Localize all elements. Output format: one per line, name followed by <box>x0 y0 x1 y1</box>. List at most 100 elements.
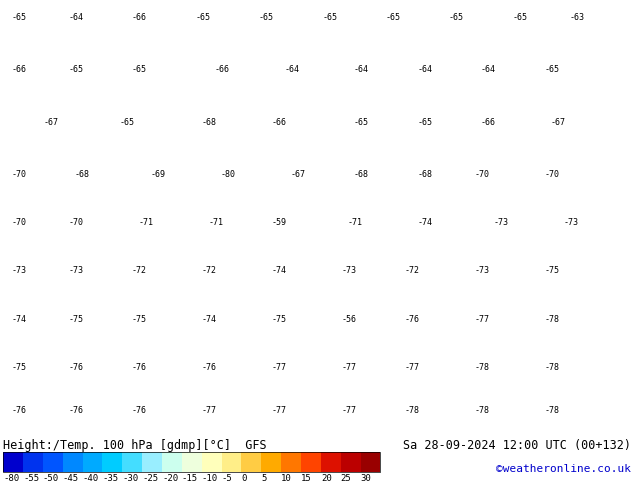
Text: -40: -40 <box>82 474 99 483</box>
FancyBboxPatch shape <box>23 452 43 472</box>
Text: -78: -78 <box>544 363 559 371</box>
Text: -68: -68 <box>75 171 90 179</box>
Text: -76: -76 <box>11 406 27 416</box>
Text: -66: -66 <box>214 66 230 74</box>
Text: -74: -74 <box>417 219 432 227</box>
Text: 25: 25 <box>340 474 351 483</box>
Text: -66: -66 <box>271 118 287 127</box>
Text: -65: -65 <box>195 13 210 22</box>
Text: -64: -64 <box>68 13 84 22</box>
Text: -78: -78 <box>404 406 420 416</box>
Text: -70: -70 <box>68 219 84 227</box>
Text: -75: -75 <box>271 315 287 323</box>
Text: -77: -77 <box>404 363 420 371</box>
Text: -56: -56 <box>341 315 356 323</box>
Text: -65: -65 <box>385 13 401 22</box>
Text: -30: -30 <box>122 474 138 483</box>
Text: -64: -64 <box>284 66 299 74</box>
Text: -71: -71 <box>138 219 153 227</box>
Text: -45: -45 <box>63 474 79 483</box>
Text: -75: -75 <box>132 315 147 323</box>
Text: -66: -66 <box>132 13 147 22</box>
Text: -76: -76 <box>68 406 84 416</box>
Text: -78: -78 <box>544 315 559 323</box>
Text: -74: -74 <box>11 315 27 323</box>
FancyBboxPatch shape <box>63 452 82 472</box>
Text: 30: 30 <box>361 474 372 483</box>
Text: -65: -65 <box>68 66 84 74</box>
Text: 15: 15 <box>301 474 312 483</box>
Text: -76: -76 <box>132 363 147 371</box>
Text: -35: -35 <box>103 474 119 483</box>
Text: -20: -20 <box>162 474 178 483</box>
Text: -64: -64 <box>417 66 432 74</box>
Text: -76: -76 <box>132 406 147 416</box>
Text: -70: -70 <box>544 171 559 179</box>
Text: -75: -75 <box>68 315 84 323</box>
Text: -77: -77 <box>271 363 287 371</box>
FancyBboxPatch shape <box>82 452 103 472</box>
Text: -67: -67 <box>290 171 306 179</box>
Text: -63: -63 <box>569 13 585 22</box>
FancyBboxPatch shape <box>321 452 340 472</box>
Text: -65: -65 <box>449 13 464 22</box>
FancyBboxPatch shape <box>261 452 281 472</box>
Text: -67: -67 <box>550 118 566 127</box>
Text: -65: -65 <box>132 66 147 74</box>
FancyBboxPatch shape <box>242 452 261 472</box>
FancyBboxPatch shape <box>202 452 221 472</box>
Text: Height:/Temp. 100 hPa [gdmp][°C]  GFS: Height:/Temp. 100 hPa [gdmp][°C] GFS <box>3 439 267 452</box>
Text: -72: -72 <box>404 267 420 275</box>
FancyBboxPatch shape <box>103 452 122 472</box>
Text: -80: -80 <box>3 474 19 483</box>
Text: -78: -78 <box>474 363 489 371</box>
FancyBboxPatch shape <box>281 452 301 472</box>
Text: -65: -65 <box>512 13 527 22</box>
Text: -65: -65 <box>259 13 274 22</box>
Text: -64: -64 <box>481 66 496 74</box>
Text: -72: -72 <box>202 267 217 275</box>
FancyBboxPatch shape <box>221 452 242 472</box>
Text: 10: 10 <box>281 474 292 483</box>
FancyBboxPatch shape <box>43 452 63 472</box>
Text: -69: -69 <box>151 171 166 179</box>
Text: -70: -70 <box>474 171 489 179</box>
Text: -65: -65 <box>119 118 134 127</box>
Text: -76: -76 <box>68 363 84 371</box>
Text: -73: -73 <box>11 267 27 275</box>
Text: -50: -50 <box>43 474 59 483</box>
Text: -74: -74 <box>202 315 217 323</box>
Text: Sa 28-09-2024 12:00 UTC (00+132): Sa 28-09-2024 12:00 UTC (00+132) <box>403 439 631 452</box>
Text: -68: -68 <box>354 171 369 179</box>
Text: -77: -77 <box>202 406 217 416</box>
Text: 20: 20 <box>321 474 332 483</box>
FancyBboxPatch shape <box>122 452 142 472</box>
Text: -65: -65 <box>354 118 369 127</box>
Text: -71: -71 <box>347 219 363 227</box>
Text: -77: -77 <box>271 406 287 416</box>
FancyBboxPatch shape <box>162 452 182 472</box>
Text: -68: -68 <box>202 118 217 127</box>
Text: -73: -73 <box>493 219 508 227</box>
Text: -73: -73 <box>563 219 578 227</box>
Text: 0: 0 <box>242 474 247 483</box>
Text: -76: -76 <box>404 315 420 323</box>
Text: -10: -10 <box>202 474 218 483</box>
FancyBboxPatch shape <box>301 452 321 472</box>
Text: -25: -25 <box>142 474 158 483</box>
Text: -65: -65 <box>417 118 432 127</box>
Text: -66: -66 <box>11 66 27 74</box>
FancyBboxPatch shape <box>3 452 23 472</box>
Text: -55: -55 <box>23 474 39 483</box>
Text: ©weatheronline.co.uk: ©weatheronline.co.uk <box>496 464 631 473</box>
Text: -78: -78 <box>544 406 559 416</box>
Text: -66: -66 <box>481 118 496 127</box>
Text: -70: -70 <box>11 171 27 179</box>
FancyBboxPatch shape <box>142 452 162 472</box>
Text: -75: -75 <box>544 267 559 275</box>
Text: -5: -5 <box>221 474 232 483</box>
Text: -77: -77 <box>341 406 356 416</box>
Text: -68: -68 <box>417 171 432 179</box>
Text: -72: -72 <box>132 267 147 275</box>
Text: -77: -77 <box>341 363 356 371</box>
